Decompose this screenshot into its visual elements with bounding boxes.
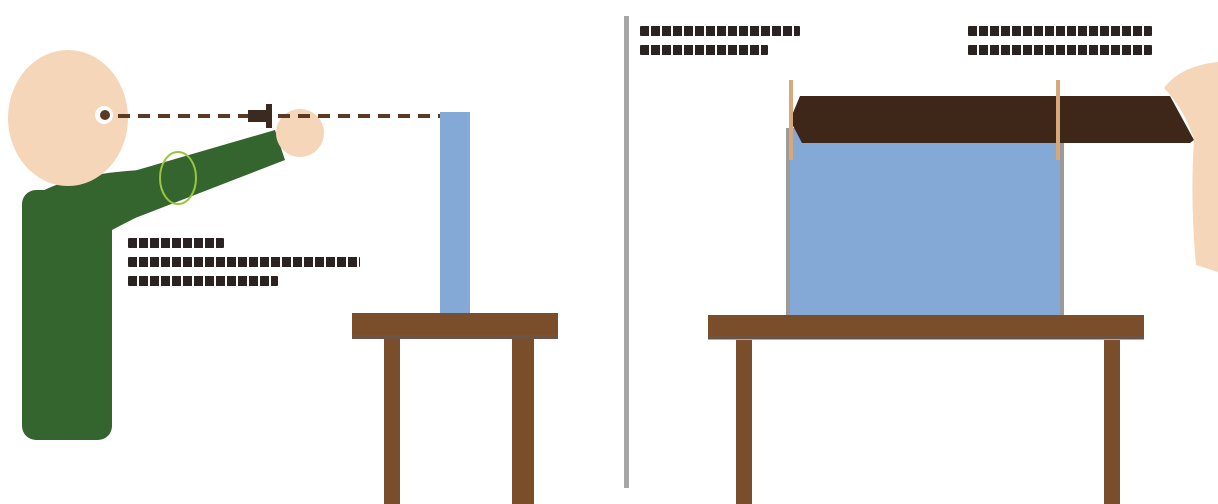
person-arm — [120, 130, 285, 220]
person-head — [8, 50, 128, 186]
left-label-line-1 — [128, 238, 224, 248]
tank-lid — [790, 96, 1194, 143]
water-tank-edge-right — [1060, 128, 1064, 318]
right-table-leg-left — [736, 340, 752, 504]
left-table-top — [352, 313, 558, 339]
left-panel-label — [128, 238, 360, 295]
pole-left — [789, 80, 793, 160]
right-panel-label-right — [968, 26, 1152, 64]
left-table-leg-right — [512, 339, 534, 504]
sight-line-marker — [248, 104, 272, 128]
person-torso — [22, 190, 112, 440]
left-label-line-2 — [128, 257, 360, 267]
left-label-line-3 — [128, 276, 278, 286]
right-left-label-line-1 — [640, 26, 800, 36]
partial-figure — [1164, 62, 1218, 272]
right-table-leg-right — [1104, 340, 1120, 504]
person-figure — [8, 50, 324, 440]
right-left-label-line-2 — [640, 45, 768, 55]
right-table-shadow — [708, 336, 1144, 340]
left-table-leg-left — [384, 339, 400, 504]
person-hand — [276, 109, 324, 157]
right-panel-label-left — [640, 26, 800, 64]
panel-divider — [624, 16, 629, 488]
person-pupil — [100, 110, 110, 120]
elbow-marker-icon — [159, 151, 197, 205]
right-right-label-line-2 — [968, 45, 1152, 55]
pole-right — [1056, 80, 1060, 160]
tall-blue-object — [440, 112, 470, 318]
right-right-label-line-1 — [968, 26, 1152, 36]
water-tank — [788, 128, 1062, 318]
left-table — [352, 313, 558, 504]
water-tank-edge-left — [786, 128, 790, 318]
left-table-shadow — [352, 335, 558, 339]
right-table-top — [708, 315, 1144, 339]
right-table — [708, 315, 1144, 504]
